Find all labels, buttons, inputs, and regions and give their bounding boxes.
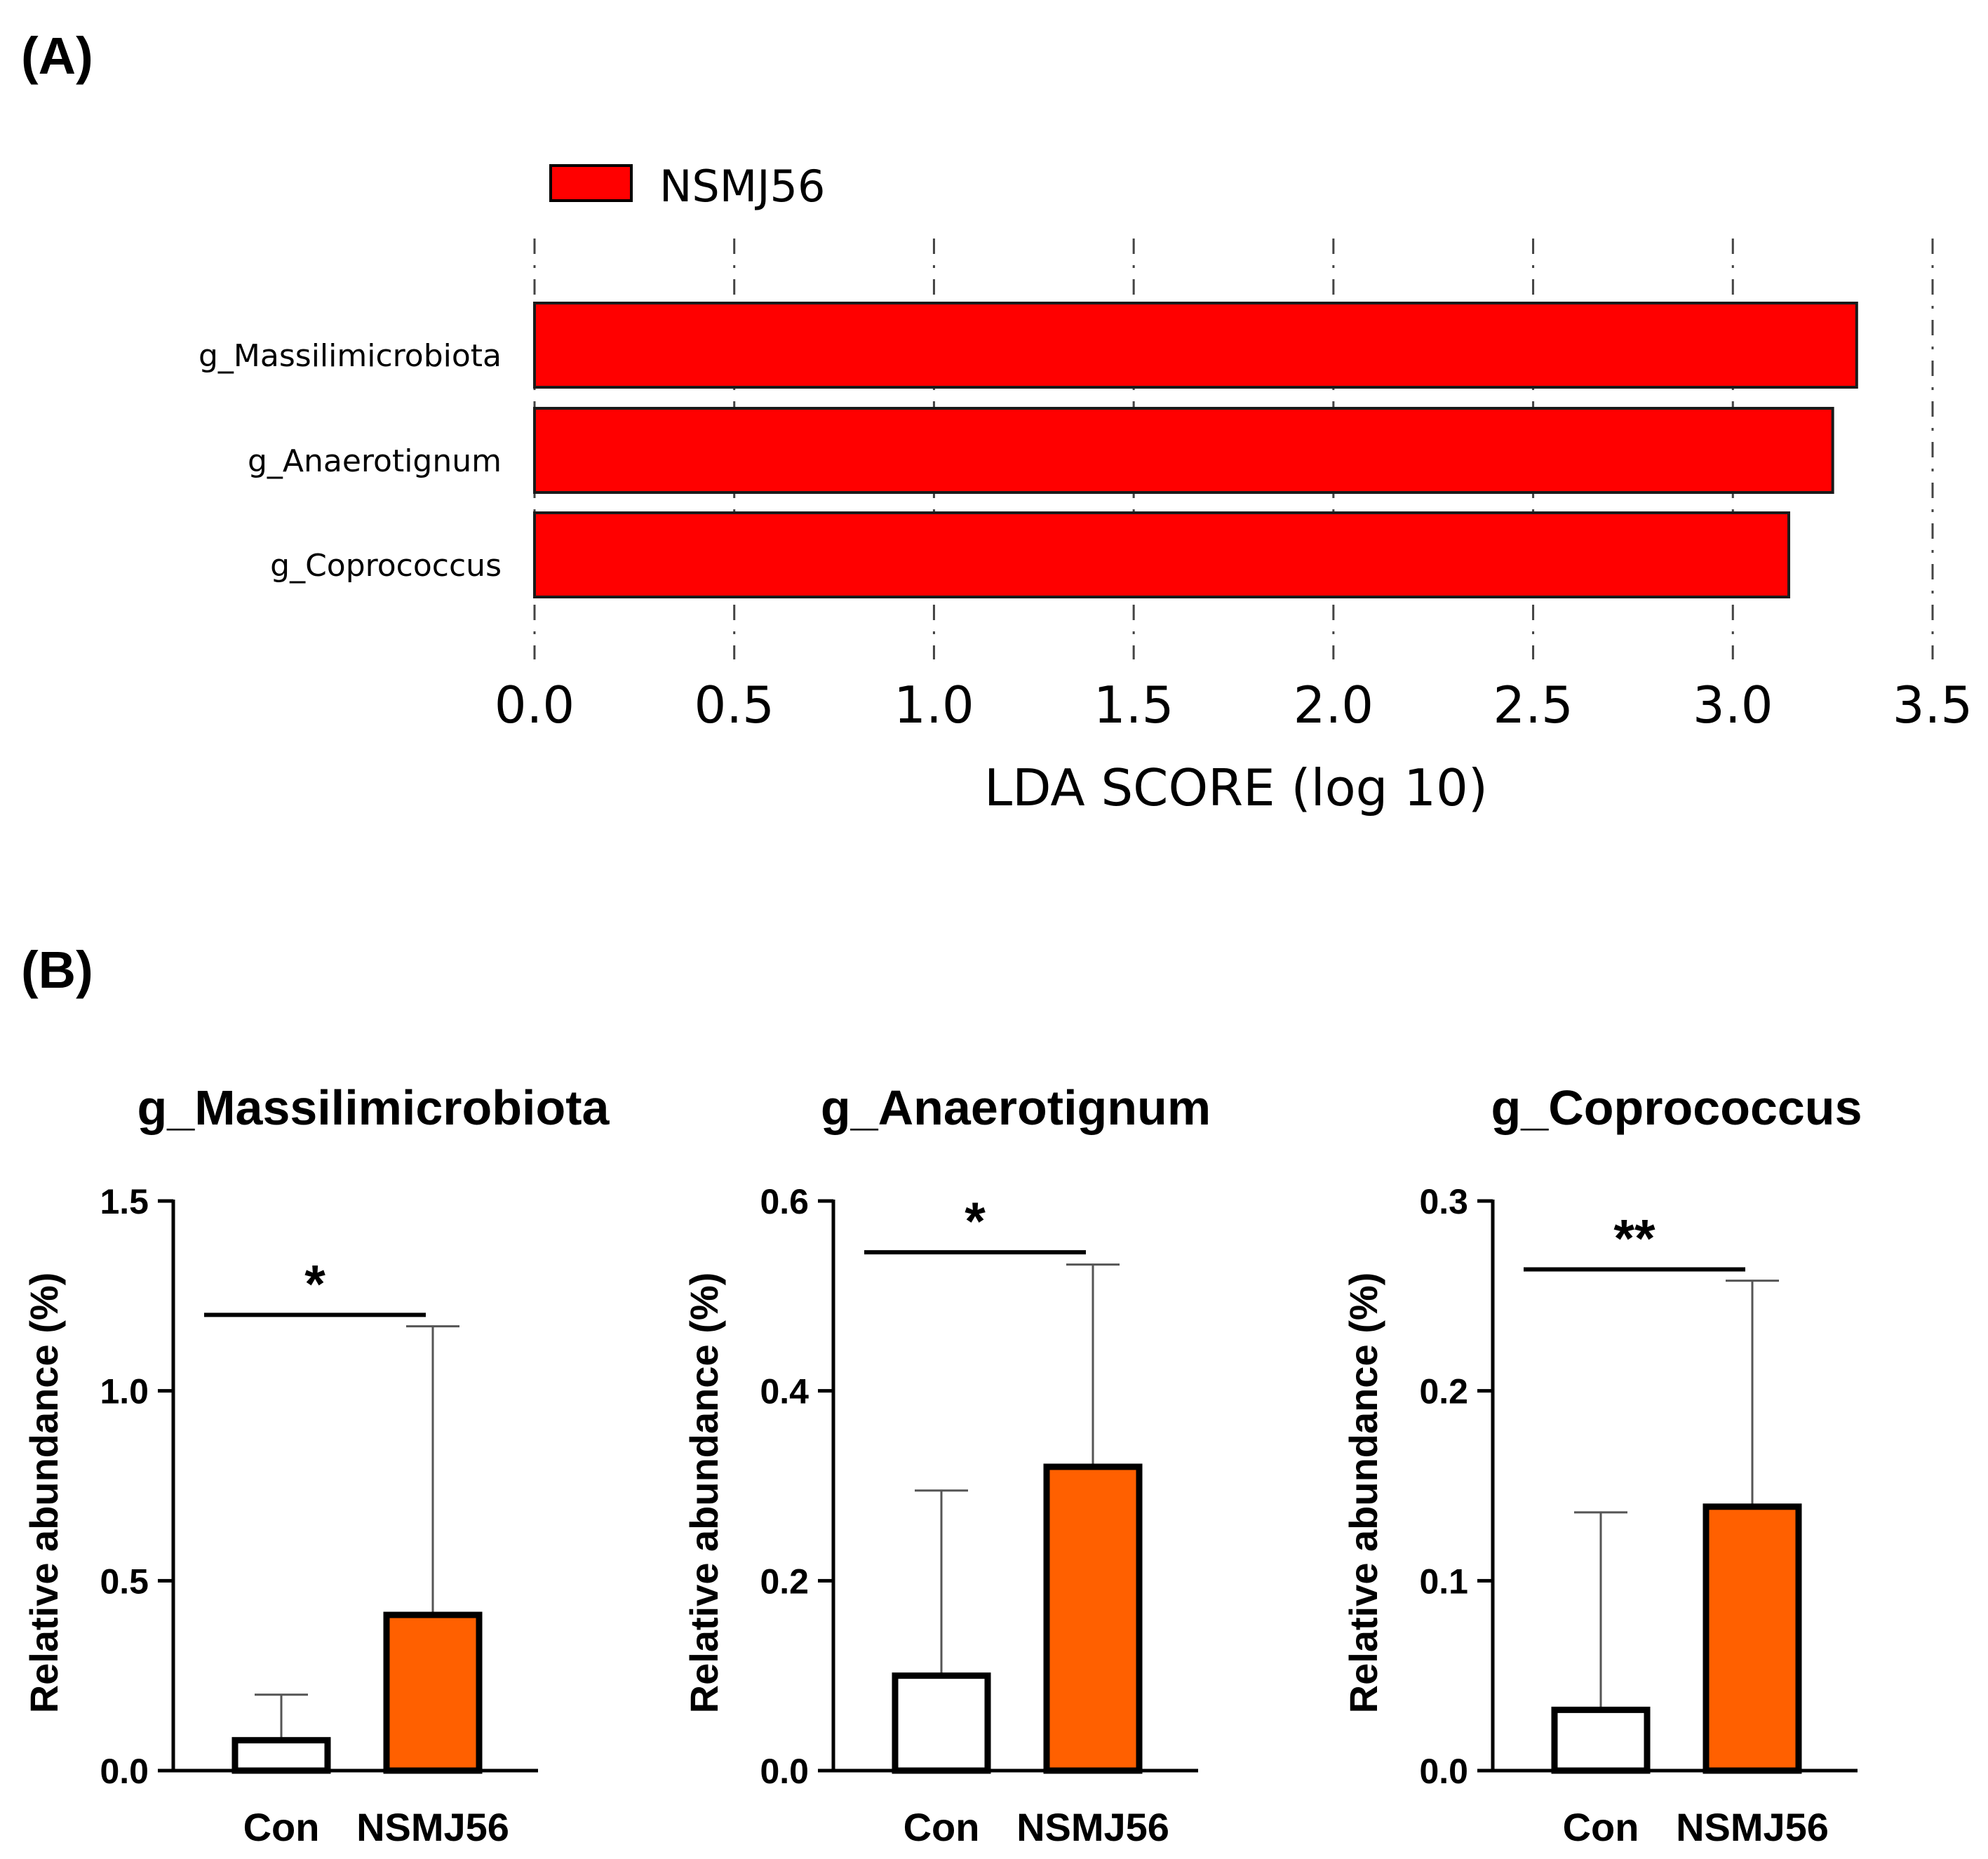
lda-chart: NSMJ56 g_Massilimicrobiota g_Anaerotignum…	[199, 161, 1973, 817]
chart-title: g_Coprococcus	[1491, 1080, 1862, 1135]
x-tick-label: 0.5	[694, 676, 774, 734]
x-axis-title: LDA SCORE (log 10)	[984, 758, 1488, 817]
x-tick-label: 2.0	[1294, 676, 1374, 734]
abundance-chart: g_Massilimicrobiota Relative abundance (%…	[22, 1080, 610, 1849]
lda-bar	[533, 302, 1858, 389]
y-tick-label: 0.5	[100, 1562, 149, 1601]
y-tick-label: 0.0	[100, 1752, 149, 1791]
x-tick-label: Con	[1563, 1805, 1639, 1849]
abundance-bar	[383, 1611, 483, 1774]
y-tick-label: 0.6	[760, 1182, 809, 1221]
lda-bar	[533, 511, 1791, 598]
lda-bar	[533, 407, 1834, 494]
abundance-charts: g_Massilimicrobiota Relative abundance (%…	[22, 1080, 1862, 1849]
abundance-bar	[892, 1672, 991, 1774]
y-tick-label: 1.0	[100, 1372, 149, 1411]
x-tick-label: Con	[904, 1805, 980, 1849]
abundance-chart: g_Coprococcus Relative abundance (%) 0.0 0.…	[1341, 1080, 1862, 1849]
legend-swatch	[549, 164, 633, 202]
y-axis-title: Relative abundance (%)	[22, 1273, 66, 1714]
abundance-bar	[1551, 1706, 1651, 1774]
category-label: g_Coprococcus	[270, 548, 502, 584]
significance-marker: *	[304, 1254, 325, 1314]
category-label: g_Anaerotignum	[248, 443, 502, 479]
x-tick-label: 1.0	[894, 676, 974, 734]
y-tick-label: 0.2	[760, 1562, 809, 1601]
category-label: g_Massilimicrobiota	[199, 338, 502, 374]
abundance-bar	[231, 1737, 331, 1774]
legend-label: NSMJ56	[659, 161, 825, 212]
y-tick-label: 0.3	[1419, 1182, 1468, 1221]
y-tick-label: 1.5	[100, 1182, 149, 1221]
abundance-bar	[1702, 1503, 1802, 1774]
y-axis-title: Relative abundance (%)	[1341, 1273, 1385, 1714]
x-tick-label: 0.0	[495, 676, 575, 734]
y-tick-label: 0.0	[1419, 1752, 1468, 1791]
x-tick-label: 3.0	[1693, 676, 1773, 734]
panel-label-b: (B)	[21, 941, 93, 999]
abundance-bar	[1043, 1463, 1143, 1774]
x-tick-label: NSMJ56	[356, 1805, 509, 1849]
y-tick-label: 0.0	[760, 1752, 809, 1791]
chart-title: g_Anaerotignum	[821, 1080, 1211, 1135]
significance-marker: *	[965, 1192, 986, 1251]
y-axis-title: Relative abundance (%)	[682, 1273, 726, 1714]
chart-title: g_Massilimicrobiota	[137, 1080, 610, 1135]
x-tick-label: 1.5	[1094, 676, 1174, 734]
x-tick-label: 2.5	[1493, 676, 1573, 734]
panel-label-a: (A)	[21, 27, 93, 85]
significance-marker: **	[1613, 1209, 1655, 1268]
abundance-chart: g_Anaerotignum Relative abundance (%) 0.0 0…	[682, 1080, 1211, 1849]
x-tick-label: NSMJ56	[1676, 1805, 1829, 1849]
y-tick-label: 0.4	[760, 1372, 809, 1411]
y-tick-label: 0.1	[1419, 1562, 1468, 1601]
x-tick-label: 3.5	[1893, 676, 1973, 734]
x-tick-label: NSMJ56	[1016, 1805, 1169, 1849]
y-tick-label: 0.2	[1419, 1372, 1468, 1411]
x-tick-label: Con	[243, 1805, 320, 1849]
